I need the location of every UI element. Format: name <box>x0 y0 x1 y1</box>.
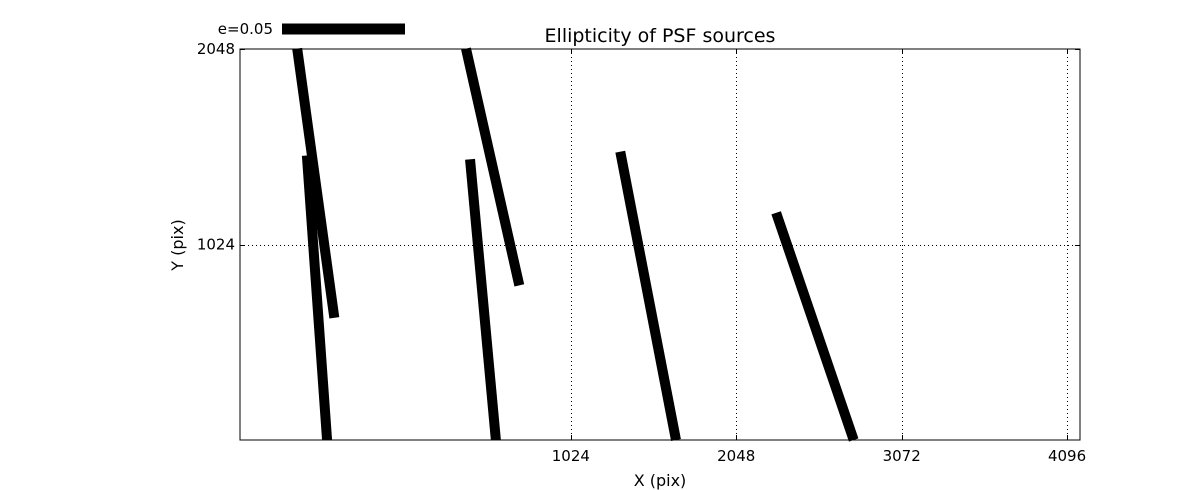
ellipticity-segment <box>301 155 333 441</box>
ellipticity-segment <box>771 211 859 442</box>
axis-ticks: 1024 2048 3072 4096 2048 1024 <box>197 40 1086 465</box>
ellipticity-segment <box>465 158 501 441</box>
x-tick-label: 4096 <box>1048 447 1086 465</box>
y-tick-label: 1024 <box>197 236 235 254</box>
ellipticity-segment <box>615 150 681 441</box>
y-tick-label: 2048 <box>197 40 235 58</box>
x-axis-label: X (pix) <box>634 471 687 490</box>
legend: e=0.05 <box>218 20 405 38</box>
grid-lines <box>240 49 1080 440</box>
legend-label: e=0.05 <box>218 20 273 38</box>
ellipticity-segments <box>292 47 859 442</box>
chart-title: Ellipticity of PSF sources <box>545 25 776 47</box>
x-tick-label: 1024 <box>552 447 590 465</box>
x-tick-label: 3072 <box>883 447 921 465</box>
ellipticity-segment <box>292 47 340 319</box>
x-tick-label: 2048 <box>717 447 755 465</box>
y-axis-label: Y (pix) <box>168 219 187 271</box>
ellipticity-segment <box>461 47 525 287</box>
plot-frame <box>239 48 1081 441</box>
